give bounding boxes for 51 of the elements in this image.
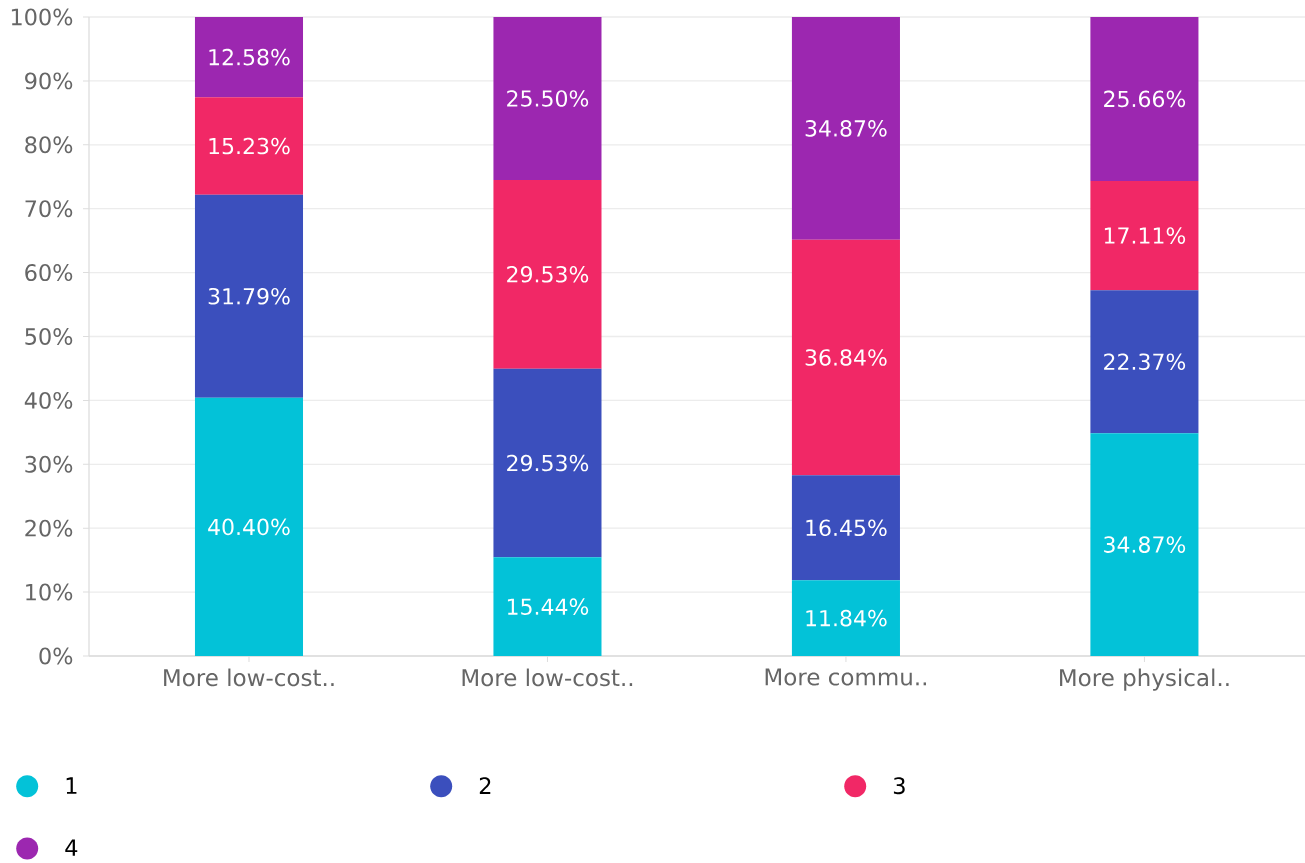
data-label: 36.84% [805,349,887,366]
data-label: 29.53% [507,454,589,472]
legend-label: 3 [893,777,905,795]
x-tick-label: More commu.. [765,668,926,686]
x-tick-label: More low-cost.. [164,668,334,687]
y-tick-label: 90% [25,72,73,90]
data-label: 40.40% [208,518,290,536]
bar [194,194,304,398]
bar [791,239,900,476]
data-label: 34.87% [1104,536,1186,553]
bar [1090,180,1199,291]
y-tick-label: 70% [25,200,73,218]
data-label: 12.58% [209,48,290,66]
bar [194,97,304,195]
bar [1090,16,1199,181]
bar [1090,290,1199,434]
bar [1090,433,1199,656]
data-label: 15.23% [209,137,290,155]
data-label: 16.45% [806,519,887,537]
bar [493,16,602,180]
data-label: 15.44% [507,598,589,615]
data-label: 17.11% [1104,227,1186,244]
y-tick-label: 50% [25,328,73,345]
bar [194,16,304,98]
x-tick-label: More low-cost.. [462,668,633,687]
bar [791,580,900,656]
y-tick-label: 20% [25,519,73,537]
y-tick-label: 80% [25,136,73,154]
y-tick-label: 30% [25,455,73,473]
data-label: 22.37% [1104,353,1186,371]
bar [194,397,304,656]
bar [493,557,602,656]
y-tick-label: 10% [26,583,73,601]
data-label: 34.87% [805,120,887,137]
data-label: 31.79% [208,287,290,305]
y-tick-label: 60% [25,264,73,282]
data-label: 25.66% [1104,90,1186,108]
legend-label: 1 [66,777,77,794]
bar [791,475,900,581]
x-tick-label: More physical.. [1060,668,1229,691]
y-tick-label: 40% [24,391,73,409]
bar [791,16,900,240]
y-tick-label: 100% [11,8,73,26]
legend-label: 4 [65,839,78,856]
data-label: 25.50% [507,90,589,107]
legend-label: 2 [479,777,491,794]
data-label: 29.53% [507,265,589,283]
bar [493,368,602,558]
data-label: 11.84% [806,609,887,627]
bar [493,179,602,369]
y-tick-label: 0% [39,647,73,665]
